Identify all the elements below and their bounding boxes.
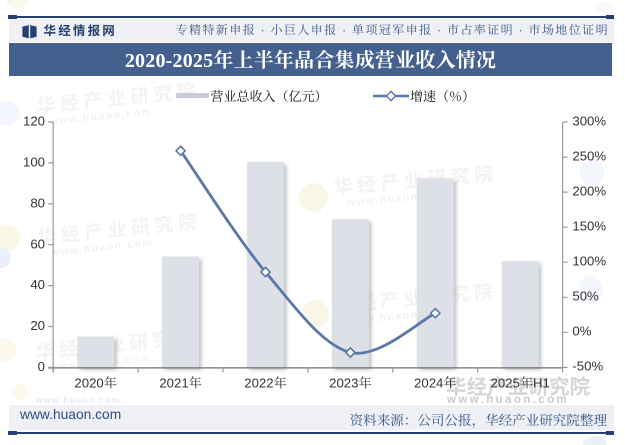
svg-text:60: 60 xyxy=(30,236,45,251)
svg-text:2021年: 2021年 xyxy=(159,376,202,391)
svg-text:20: 20 xyxy=(30,318,45,333)
svg-text:150%: 150% xyxy=(572,219,606,234)
svg-text:80: 80 xyxy=(30,195,45,210)
svg-text:300%: 300% xyxy=(572,113,606,128)
svg-text:2022年: 2022年 xyxy=(244,376,287,391)
svg-text:2020年: 2020年 xyxy=(74,376,117,391)
svg-text:2023年: 2023年 xyxy=(329,376,372,391)
svg-text:50%: 50% xyxy=(572,289,599,304)
svg-text:120: 120 xyxy=(23,114,45,129)
svg-text:2025年H1: 2025年H1 xyxy=(491,376,550,391)
svg-text:40: 40 xyxy=(30,277,45,292)
svg-text:-50%: -50% xyxy=(572,359,603,374)
svg-text:0%: 0% xyxy=(572,324,591,339)
svg-text:0: 0 xyxy=(38,359,45,374)
svg-text:100%: 100% xyxy=(572,254,606,269)
svg-text:200%: 200% xyxy=(572,183,606,198)
svg-text:100: 100 xyxy=(23,155,45,170)
svg-text:250%: 250% xyxy=(572,148,606,163)
svg-text:2024年: 2024年 xyxy=(414,376,457,391)
